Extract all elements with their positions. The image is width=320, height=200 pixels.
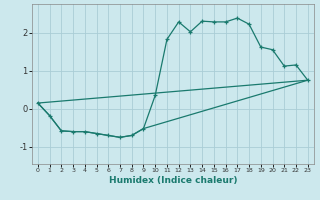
X-axis label: Humidex (Indice chaleur): Humidex (Indice chaleur) [108,176,237,185]
